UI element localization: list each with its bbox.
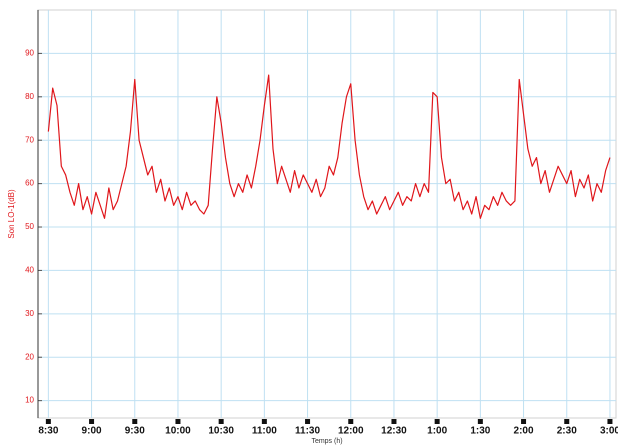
- y-tick-label: 30: [25, 309, 34, 318]
- x-tick-label: 1:00: [427, 426, 447, 437]
- y-tick-label: 50: [25, 222, 34, 231]
- y-tick-label: 40: [25, 266, 34, 275]
- x-tick: [175, 419, 181, 424]
- y-axis-title: Son LO-1(dB): [7, 189, 16, 239]
- x-tick-label: 2:00: [514, 426, 534, 437]
- x-tick: [607, 419, 613, 424]
- x-tick: [45, 419, 51, 424]
- x-tick-label: 11:00: [252, 426, 277, 437]
- x-tick: [261, 419, 267, 424]
- x-tick-label: 9:00: [82, 426, 102, 437]
- x-tick: [305, 419, 311, 424]
- x-tick-label: 1:30: [470, 426, 490, 437]
- y-tick-label: 20: [25, 352, 34, 361]
- data-line: [47, 74, 611, 219]
- x-tick: [89, 419, 95, 424]
- y-tick-label: 60: [25, 179, 34, 188]
- x-tick: [521, 419, 527, 424]
- x-tick-label: 9:30: [125, 426, 145, 437]
- y-tick-label: 80: [25, 92, 34, 101]
- x-tick: [132, 419, 138, 424]
- x-tick: [391, 419, 397, 424]
- x-tick-label: 10:00: [165, 426, 191, 437]
- x-tick: [434, 419, 440, 424]
- y-tick-label: 90: [25, 49, 34, 58]
- x-tick-label: 2:30: [557, 426, 577, 437]
- y-tick-label: 70: [25, 135, 34, 144]
- x-tick-label: 12:30: [381, 426, 407, 437]
- x-tick: [477, 419, 483, 424]
- x-tick-label: 10:30: [208, 426, 234, 437]
- x-tick-label: 12:00: [338, 426, 364, 437]
- y-tick-label: 10: [25, 396, 34, 405]
- x-tick: [348, 419, 354, 424]
- x-tick-label: 11:30: [295, 426, 320, 437]
- x-tick: [218, 419, 224, 424]
- x-tick-label: 8:30: [38, 426, 58, 437]
- x-tick-label: 3:00: [600, 426, 618, 437]
- x-tick: [564, 419, 570, 424]
- x-axis-title: Temps (h): [311, 438, 342, 445]
